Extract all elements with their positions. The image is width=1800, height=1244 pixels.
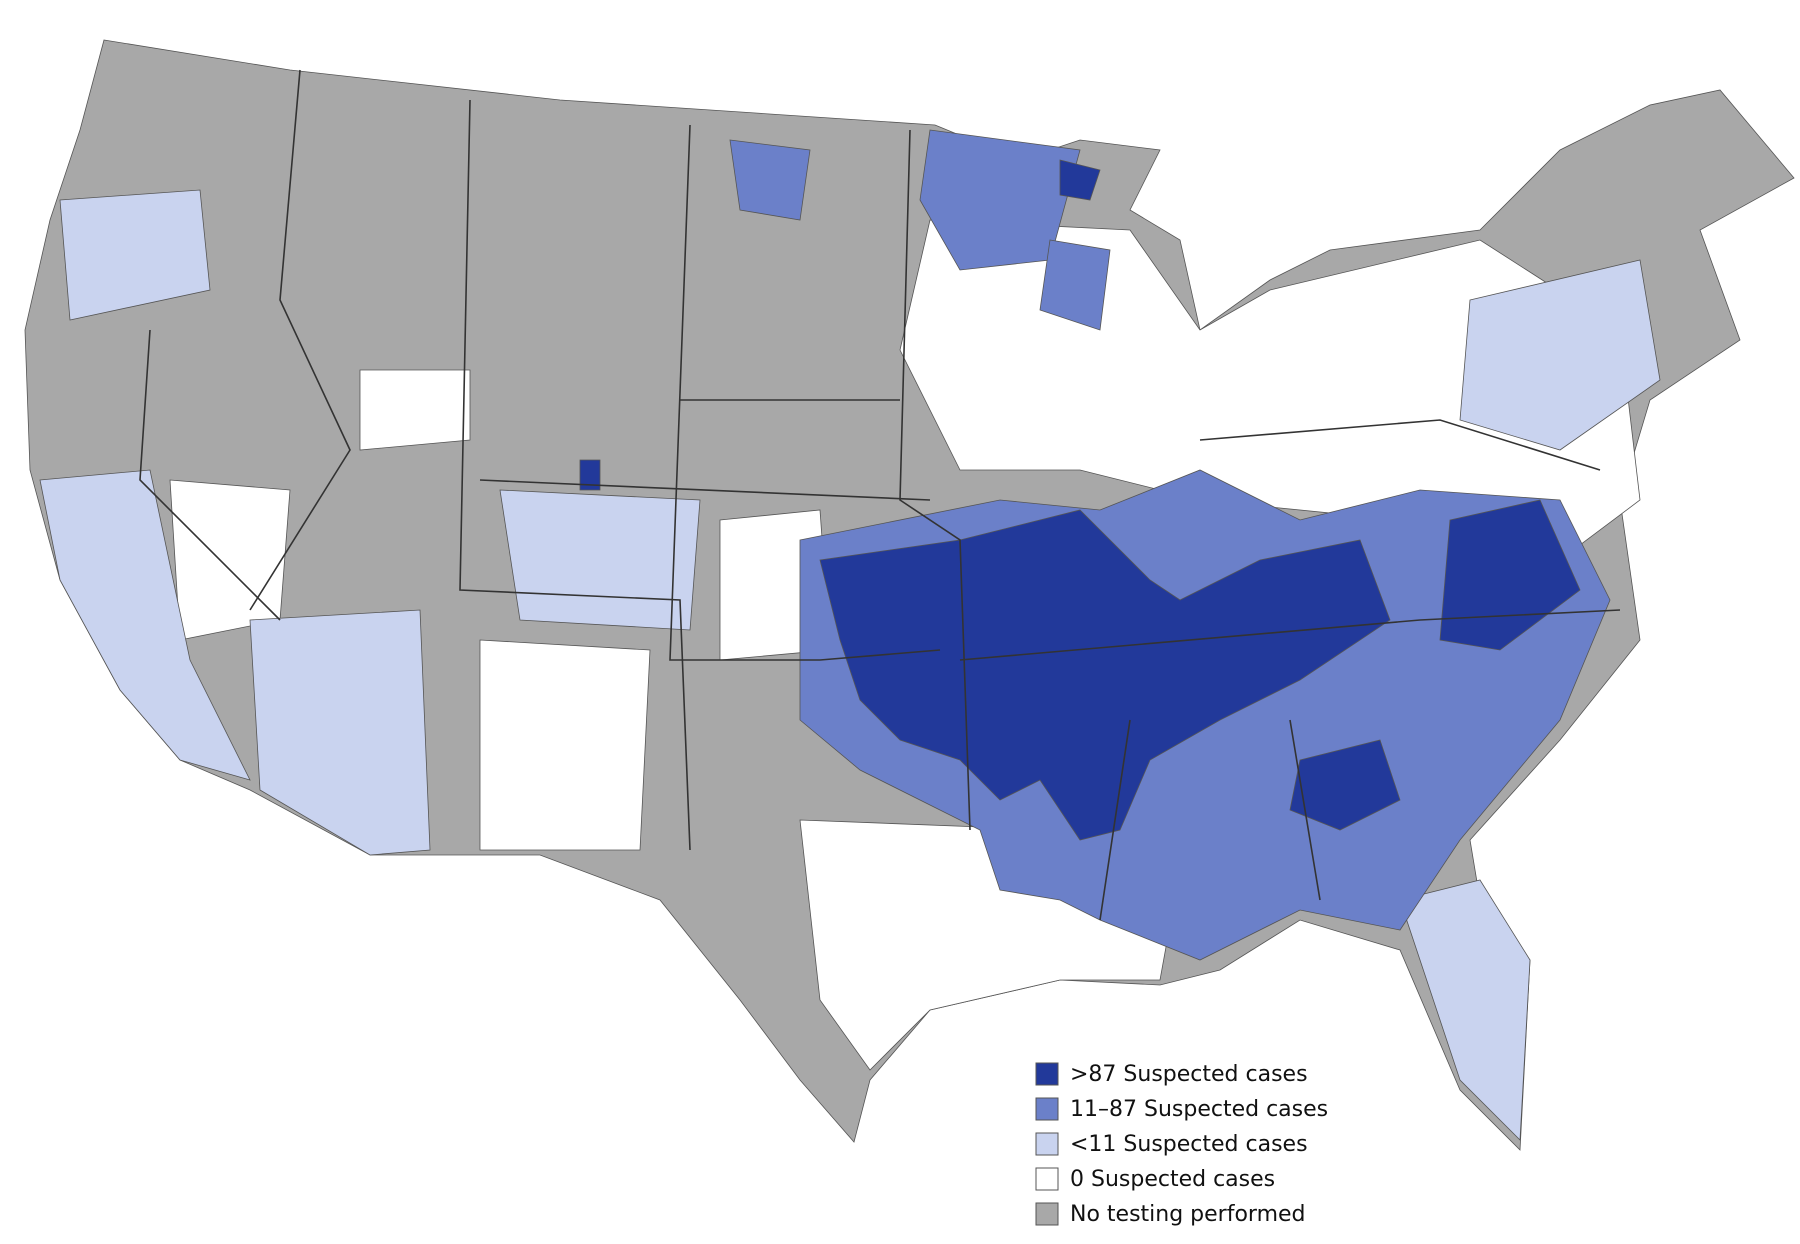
high-area — [579, 459, 601, 491]
state-border — [959, 609, 1621, 661]
low-area — [1459, 259, 1661, 451]
legend-swatch — [1035, 1097, 1059, 1121]
zero-area — [169, 479, 291, 641]
state-border — [249, 69, 351, 611]
legend-label: No testing performed — [1070, 1202, 1306, 1227]
state-border — [899, 129, 971, 831]
low-area — [1399, 879, 1531, 1141]
mid-area — [919, 129, 1081, 271]
legend-swatch — [1035, 1167, 1059, 1191]
low-area — [499, 489, 701, 631]
mid-area — [729, 139, 811, 221]
map-regions — [24, 39, 1795, 1151]
legend-swatch — [1035, 1132, 1059, 1156]
legend-label: >87 Suspected cases — [1070, 1062, 1308, 1087]
high-area — [1059, 159, 1101, 201]
state-border — [459, 99, 691, 851]
state-border — [139, 329, 281, 621]
low-area — [59, 189, 211, 321]
low-area — [39, 469, 251, 781]
mid-area — [1039, 239, 1111, 331]
legend-swatch — [1035, 1062, 1059, 1086]
legend-swatch — [1035, 1202, 1059, 1226]
state-border — [1099, 719, 1131, 921]
zero-area — [479, 639, 651, 851]
legend-label: 0 Suspected cases — [1070, 1167, 1275, 1192]
state-border — [669, 124, 941, 661]
legend-label: 11–87 Suspected cases — [1070, 1097, 1328, 1122]
low-area — [249, 609, 431, 856]
state-border — [479, 479, 931, 501]
high-area — [1289, 739, 1401, 831]
state-border — [1289, 719, 1321, 901]
state-borders — [139, 69, 1621, 921]
state-border — [1199, 419, 1601, 471]
legend-label: <11 Suspected cases — [1070, 1132, 1308, 1157]
high-area — [1439, 499, 1581, 651]
zero-area — [359, 369, 471, 451]
legend: >87 Suspected cases 11–87 Suspected cases… — [1035, 1062, 1328, 1227]
